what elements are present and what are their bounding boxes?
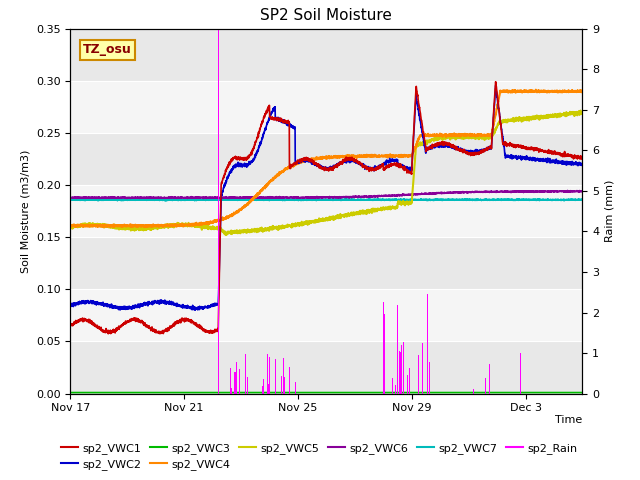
Text: Time: Time	[555, 416, 582, 425]
Legend: sp2_VWC1, sp2_VWC2, sp2_VWC3, sp2_VWC4, sp2_VWC5, sp2_VWC6, sp2_VWC7, sp2_Rain: sp2_VWC1, sp2_VWC2, sp2_VWC3, sp2_VWC4, …	[57, 438, 582, 474]
Y-axis label: Soil Moisture (m3/m3): Soil Moisture (m3/m3)	[20, 149, 30, 273]
Text: TZ_osu: TZ_osu	[83, 43, 132, 56]
Bar	[70, 341, 582, 394]
Bar	[70, 29, 582, 81]
Bar	[70, 133, 582, 185]
Bar	[70, 185, 582, 237]
Title: SP2 Soil Moisture: SP2 Soil Moisture	[260, 9, 392, 24]
Bar	[70, 289, 582, 341]
Bar	[70, 81, 582, 133]
Bar	[70, 237, 582, 289]
Y-axis label: Raim (mm): Raim (mm)	[605, 180, 615, 242]
